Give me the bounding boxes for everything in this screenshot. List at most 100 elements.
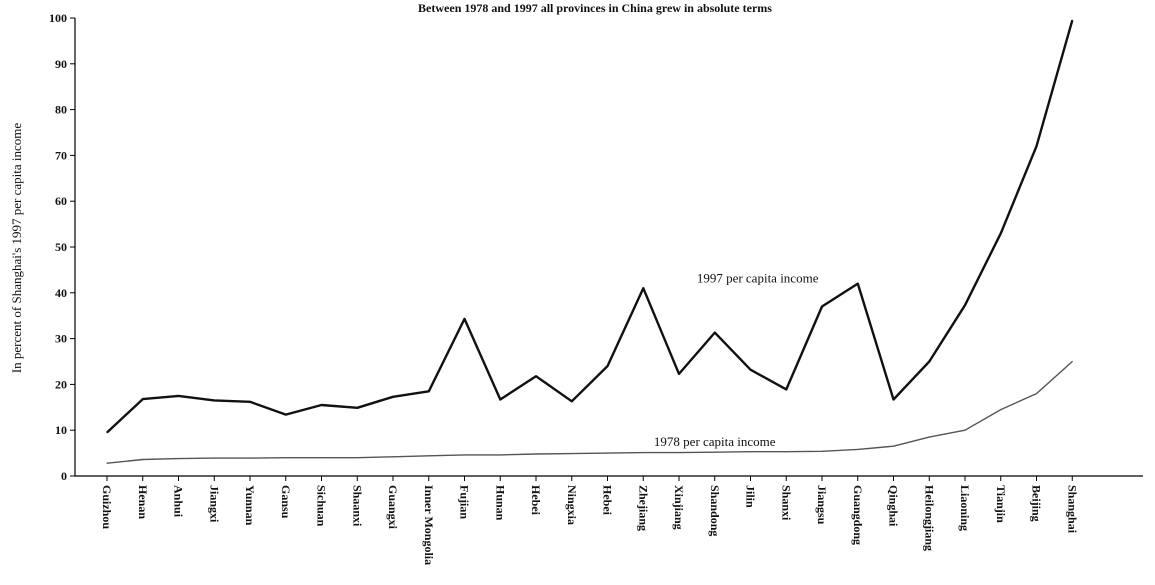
y-tick-label: 70 — [55, 148, 67, 162]
point-1978 — [1035, 392, 1038, 395]
point-1997 — [749, 369, 752, 371]
x-tick-label: Ningxia — [565, 485, 579, 525]
point-1978 — [1000, 408, 1002, 411]
point-1997 — [1035, 145, 1038, 147]
y-tick-label: 50 — [55, 240, 67, 254]
point-1997 — [142, 398, 144, 400]
point-1997 — [857, 283, 859, 285]
point-1978 — [535, 453, 537, 455]
x-tick-label: Inner Mongolia — [422, 485, 436, 565]
x-tick-label: Qinghai — [887, 485, 901, 527]
point-1978 — [714, 451, 716, 453]
chart-title: Between 1978 and 1997 all provinces in C… — [418, 1, 772, 15]
point-1978 — [428, 455, 430, 457]
point-1978 — [571, 452, 573, 455]
x-ticks: Guizhou Henan Anhui Jiangxi Yunnan Gansu Sichu… — [100, 476, 1079, 565]
point-1997 — [1071, 19, 1073, 21]
point-1997 — [571, 400, 573, 402]
x-tick-label: Shandong — [708, 485, 722, 536]
point-1978 — [892, 445, 895, 447]
point-1997 — [785, 388, 787, 391]
x-tick-label: Guangdong — [851, 485, 865, 545]
point-1978 — [785, 451, 787, 453]
y-tick-label: 10 — [55, 423, 67, 437]
x-tick-label: Shanxi — [779, 485, 793, 521]
y-tick-label: 30 — [55, 332, 67, 346]
point-1978 — [964, 429, 966, 431]
point-1997 — [642, 287, 644, 289]
point-1978 — [106, 462, 108, 464]
point-1997 — [892, 398, 895, 401]
point-1978 — [392, 456, 394, 458]
y-axis-label: In percent of Shanghai's 1997 per capita… — [9, 123, 24, 374]
point-1997 — [606, 365, 609, 367]
point-1997 — [356, 407, 358, 409]
x-tick-label: Hebei — [529, 485, 543, 516]
point-1978 — [857, 448, 859, 451]
point-1997 — [821, 305, 823, 308]
point-1978 — [285, 457, 287, 459]
point-1997 — [928, 360, 930, 363]
series-line-1997 — [106, 19, 1074, 434]
x-tick-label: Sichuan — [315, 485, 329, 527]
point-1997 — [1000, 232, 1002, 234]
x-tick-label: Shaanxi — [350, 485, 364, 527]
x-tick-label: Shanghai — [1065, 485, 1079, 534]
series-line-1978 — [106, 360, 1073, 464]
point-1997 — [213, 399, 215, 402]
point-1978 — [678, 452, 680, 454]
x-tick-label: Jilin — [744, 485, 758, 508]
annotation-1997: 1997 per capita income — [697, 270, 819, 285]
y-tick-label: 90 — [55, 57, 67, 71]
point-1978 — [821, 450, 823, 452]
x-tick-label: Tianjin — [994, 485, 1008, 523]
point-1978 — [177, 457, 180, 460]
point-1978 — [749, 451, 752, 453]
point-1978 — [320, 457, 323, 459]
point-1997 — [285, 414, 287, 416]
point-1978 — [463, 454, 466, 456]
x-tick-label: Jiangxi — [207, 485, 221, 523]
point-1997 — [499, 398, 501, 401]
annotation-1978: 1978 per capita income — [654, 434, 776, 449]
y-tick-label: 80 — [55, 103, 67, 117]
y-tick-label: 40 — [55, 286, 67, 300]
point-1997 — [249, 401, 251, 403]
point-1978 — [356, 457, 358, 459]
point-1997 — [463, 318, 466, 320]
annotations: 1997 per capita income 1978 per capita in… — [654, 270, 819, 449]
point-1997 — [714, 332, 716, 334]
x-tick-label: Jiangsu — [815, 485, 829, 525]
x-tick-label: Zhejiang — [636, 485, 650, 531]
point-1997 — [678, 373, 680, 375]
point-1978 — [606, 452, 609, 454]
x-tick-label: Anhui — [172, 485, 186, 518]
x-tick-label: Liaoning — [958, 485, 972, 531]
point-1978 — [249, 457, 251, 459]
x-tick-label: Guangxi — [386, 485, 400, 530]
y-ticks: 0 10 20 30 40 50 60 70 80 90 100 — [49, 11, 75, 483]
point-1978 — [928, 436, 930, 438]
x-tick-label: Hebei — [601, 485, 615, 516]
series-lines — [106, 19, 1074, 464]
point-1997 — [428, 390, 430, 392]
x-tick-label: Gansu — [279, 485, 293, 519]
y-tick-label: 60 — [55, 194, 67, 208]
x-tick-label: Henan — [136, 485, 150, 519]
point-1997 — [392, 396, 394, 398]
axes — [74, 18, 1143, 477]
point-1978 — [1071, 360, 1073, 363]
y-tick-label: 20 — [55, 377, 67, 391]
point-1997 — [177, 395, 180, 397]
y-tick-label: 100 — [49, 11, 67, 25]
x-tick-label: Fujian — [458, 485, 472, 519]
point-1997 — [320, 404, 323, 406]
x-tick-label: Guizhou — [100, 485, 114, 529]
y-tick-label: 0 — [61, 469, 67, 483]
x-tick-label: Beijing — [1030, 485, 1044, 522]
point-1997 — [964, 304, 966, 306]
point-1978 — [499, 454, 501, 456]
point-1978 — [213, 457, 215, 459]
point-1978 — [142, 458, 144, 461]
